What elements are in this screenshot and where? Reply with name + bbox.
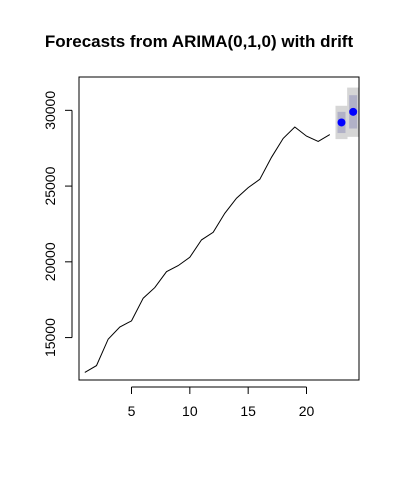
plot-frame <box>78 76 360 381</box>
y-tick-label: 25000 <box>42 166 58 205</box>
forecast-point <box>337 118 346 127</box>
x-tick-label: 10 <box>182 403 198 419</box>
y-tick-label: 30000 <box>42 91 58 130</box>
x-tick-label: 20 <box>299 403 315 419</box>
forecast-point <box>349 107 358 116</box>
y-axis: 15000 20000 25000 30000 <box>42 91 73 357</box>
series-line <box>84 126 331 373</box>
series-lines <box>84 126 331 373</box>
x-axis: 5 10 15 20 <box>128 386 315 419</box>
chart-title: Forecasts from ARIMA(0,1,0) with drift <box>45 32 354 51</box>
x-tick-label: 15 <box>240 403 256 419</box>
y-tick-label: 20000 <box>42 242 58 281</box>
x-tick-label: 5 <box>128 403 136 419</box>
forecast-points <box>337 107 358 127</box>
y-tick-label: 15000 <box>42 318 58 357</box>
